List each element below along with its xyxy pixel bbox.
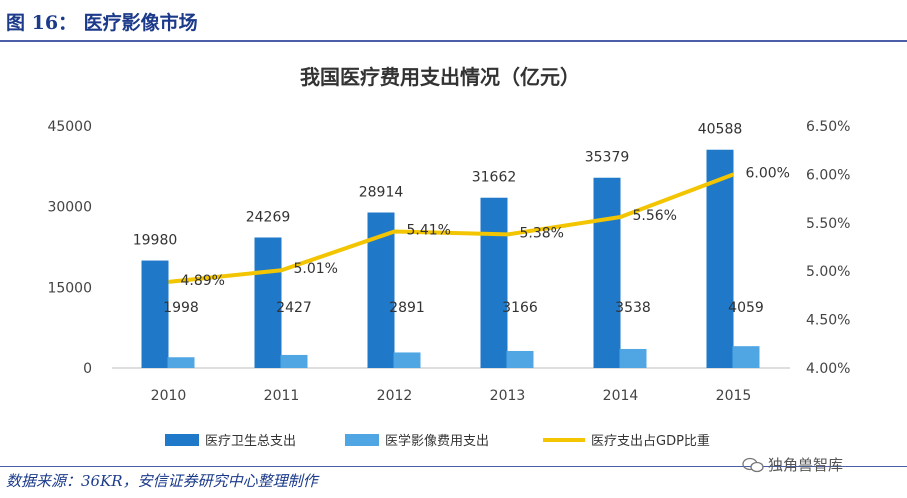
- watermark: 独角兽智库: [742, 454, 843, 475]
- axes: 0 15000 30000 45000 4.00% 4.50% 5.00% 5.50% 6.00…: [47, 119, 850, 404]
- gdp-share-label: 6.00%: [746, 165, 790, 181]
- imaging-expenditure-label: 1998: [163, 300, 199, 316]
- total-expenditure-label: 24269: [246, 209, 291, 225]
- imaging-expenditure-label: 3166: [502, 300, 538, 316]
- total-expenditure-bar: [480, 197, 508, 368]
- left-axis-tick-label: 15000: [47, 280, 92, 296]
- right-axis-tick-label: 5.00%: [806, 264, 850, 280]
- medical-expenditure-chart: 我国医疗费用支出情况（亿元） 0 15000 30000 45000 4.00% 4.50…: [47, 65, 850, 449]
- right-axis-tick-label: 5.50%: [806, 216, 850, 232]
- gdp-share-label: 5.56%: [633, 208, 677, 224]
- wechat-icon: [742, 457, 764, 472]
- legend-label: 医疗支出占GDP比重: [591, 433, 710, 449]
- header-rule: [0, 40, 907, 42]
- gdp-share-label: 5.38%: [520, 225, 564, 241]
- total-expenditure-bar: [593, 177, 621, 368]
- imaging-expenditure-bar: [732, 346, 760, 368]
- total-expenditure-label: 35379: [585, 150, 630, 166]
- x-axis-tick-label: 2013: [490, 388, 526, 404]
- watermark-text: 独角兽智库: [768, 456, 844, 474]
- total-expenditure-label: 31662: [472, 170, 517, 186]
- total-expenditure-bar: [141, 260, 169, 368]
- imaging-expenditure-bar: [393, 352, 421, 368]
- left-axis-tick-label: 0: [83, 361, 92, 377]
- legend-swatch: [165, 434, 199, 446]
- x-axis-tick-label: 2010: [151, 388, 187, 404]
- imaging-expenditure-bar: [506, 350, 534, 368]
- gdp-share-polyline: [168, 172, 735, 284]
- imaging-expenditure-bar: [280, 354, 308, 368]
- x-axis-tick-label: 2012: [377, 388, 413, 404]
- total-expenditure-bar: [706, 149, 734, 368]
- imaging-expenditure-label: 2427: [276, 300, 312, 316]
- imaging-expenditure-label: 2891: [389, 300, 425, 316]
- right-axis-tick-label: 4.00%: [806, 361, 850, 377]
- x-axis-tick-label: 2015: [716, 388, 752, 404]
- right-axis-tick-label: 4.50%: [806, 313, 850, 329]
- imaging-expenditure-bar: [167, 357, 195, 368]
- gdp-share-line: [168, 172, 735, 284]
- gdp-share-label: 4.89%: [181, 273, 225, 289]
- imaging-expenditure-label: 4059: [728, 300, 764, 316]
- right-axis-tick-label: 6.50%: [806, 119, 850, 135]
- x-axis-tick-label: 2014: [603, 388, 639, 404]
- imaging-expenditure-label: 3538: [615, 300, 651, 316]
- chart-title: 我国医疗费用支出情况（亿元）: [300, 65, 580, 89]
- left-axis-tick-label: 45000: [47, 119, 92, 135]
- legend-label: 医学影像费用支出: [385, 433, 489, 449]
- source-note: 数据来源：36KR，安信证券研究中心整理制作: [6, 472, 318, 490]
- gdp-share-label: 5.41%: [407, 223, 451, 239]
- figure-title: 图 16： 医疗影像市场: [6, 12, 198, 34]
- bars: [141, 149, 760, 368]
- total-expenditure-bar: [254, 237, 282, 368]
- gdp-share-label: 5.01%: [294, 261, 338, 277]
- legend-label: 医疗卫生总支出: [205, 434, 296, 449]
- imaging-expenditure-bar: [619, 348, 647, 368]
- x-axis-tick-label: 2011: [264, 388, 300, 404]
- total-expenditure-label: 19980: [133, 233, 178, 249]
- left-axis-tick-label: 30000: [47, 200, 92, 216]
- total-expenditure-label: 28914: [359, 185, 404, 201]
- footer-rule: [0, 466, 907, 467]
- total-expenditure-label: 40588: [698, 122, 743, 138]
- data-labels: 19980 24269 28914 31662 35379 40588 1998 2427 28…: [133, 122, 790, 316]
- right-axis-tick-label: 6.00%: [806, 167, 850, 183]
- legend: 医疗卫生总支出 医学影像费用支出 医疗支出占GDP比重: [165, 433, 710, 449]
- legend-swatch: [345, 434, 379, 446]
